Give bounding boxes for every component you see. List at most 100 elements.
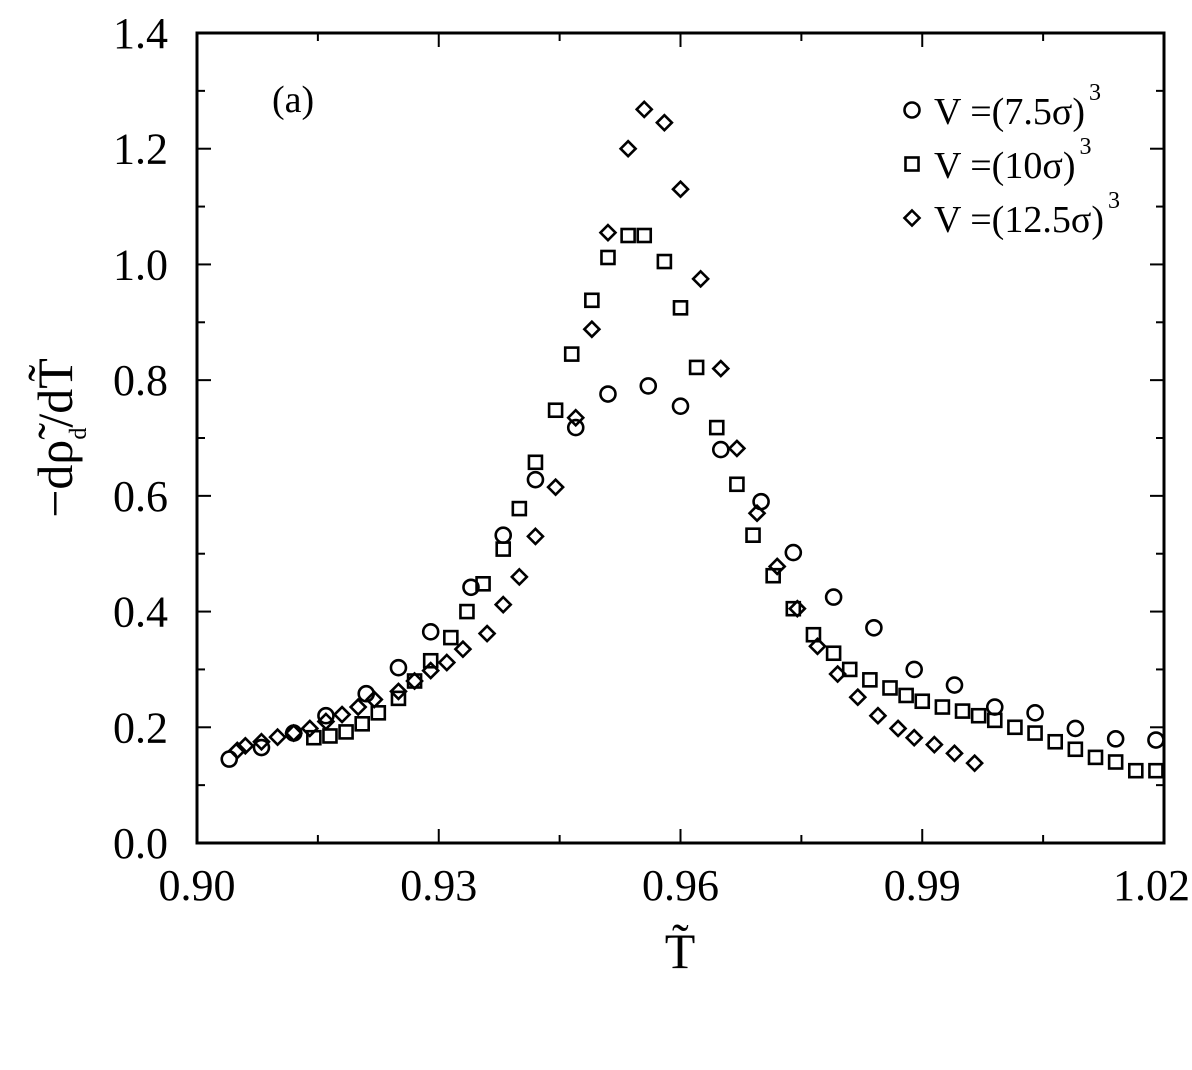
y-axis-title-sub: d — [66, 428, 92, 440]
data-point-square — [729, 476, 745, 493]
data-point-circle — [252, 738, 271, 757]
data-point-circle — [526, 470, 545, 489]
data-point-circle — [824, 588, 843, 606]
data-point-square — [898, 687, 914, 704]
y-tick-label: 1.4 — [113, 9, 168, 58]
data-point-square — [1047, 733, 1064, 750]
data-point-diamond — [493, 595, 513, 614]
legend-label-name: V =(7.5σ) — [934, 91, 1085, 133]
data-point-square — [882, 680, 898, 696]
data-point-circle — [1026, 704, 1044, 722]
data-point-diamond — [808, 636, 827, 656]
data-point-circle — [985, 698, 1004, 716]
data-point-diamond — [453, 639, 473, 659]
data-point-diamond — [582, 319, 602, 339]
legend-marker-diamond — [902, 208, 922, 228]
legend-label: V =(12.5σ) 3 — [934, 188, 1120, 241]
x-tick-label: 0.96 — [642, 861, 719, 910]
y-tick-label: 0.8 — [113, 356, 168, 405]
data-point-square — [986, 712, 1003, 729]
x-tick-label: 0.99 — [884, 861, 961, 910]
y-tick-label: 0.2 — [113, 703, 168, 752]
data-point-diamond — [566, 408, 586, 428]
data-point-diamond — [268, 727, 287, 747]
data-point-circle — [711, 440, 730, 459]
data-point-diamond — [526, 527, 545, 546]
data-point-diamond — [477, 624, 497, 643]
data-point-diamond — [691, 269, 710, 289]
data-point-diamond — [727, 439, 747, 458]
y-tick-label: 0.0 — [113, 819, 168, 868]
data-point-diamond — [332, 705, 352, 724]
data-point-square — [354, 716, 370, 732]
data-point-square — [688, 359, 705, 376]
data-point-square — [1107, 754, 1124, 770]
data-point-diamond — [904, 728, 924, 748]
data-point-square — [672, 300, 689, 316]
data-point-square — [547, 402, 564, 419]
data-point-circle — [945, 676, 964, 694]
data-point-square — [1007, 719, 1023, 736]
data-point-square — [1148, 762, 1164, 779]
data-point-square — [390, 690, 407, 707]
data-points — [220, 100, 1165, 779]
data-point-diamond — [965, 753, 984, 773]
data-point-circle — [462, 578, 480, 597]
legend: V =(7.5σ) 3V =(10σ) 3V =(12.5σ) 3 — [902, 80, 1120, 241]
data-point-diamond — [788, 599, 807, 619]
data-point-diamond — [437, 653, 457, 672]
data-point-square — [527, 454, 544, 471]
y-tick-label: 1.2 — [113, 125, 168, 174]
data-point-diamond — [945, 743, 964, 763]
data-point-square — [1027, 725, 1043, 741]
data-point-diamond — [348, 697, 368, 717]
data-point-diamond — [655, 113, 674, 133]
data-point-square — [708, 419, 725, 436]
legend-marker-square — [904, 156, 920, 172]
legend-label: V =(7.5σ) 3 — [934, 80, 1101, 133]
series-square — [306, 227, 1164, 779]
data-point-square — [370, 705, 387, 721]
y-tick-label: 1.0 — [113, 240, 168, 289]
x-tick-label: 0.90 — [159, 861, 236, 910]
data-point-diamond — [924, 735, 944, 754]
legend-label-exponent: 3 — [1108, 188, 1120, 214]
data-point-diamond — [364, 690, 384, 709]
data-point-diamond — [828, 664, 847, 684]
data-point-circle — [1066, 719, 1085, 738]
x-tick-label: 0.93 — [400, 861, 477, 910]
data-point-diamond — [848, 687, 868, 707]
data-point-diamond — [598, 223, 618, 242]
data-point-circle — [566, 418, 585, 437]
data-point-square — [443, 629, 459, 646]
data-point-square — [914, 693, 931, 710]
data-point-square — [422, 652, 439, 669]
plot-frame — [195, 31, 1166, 845]
data-point-diamond — [747, 503, 767, 523]
data-point-diamond — [509, 567, 529, 587]
data-point-square — [745, 527, 761, 544]
data-point-square — [970, 707, 987, 724]
legend-label: V =(10σ) 3 — [934, 134, 1091, 187]
y-axis-title-prefix: −d — [27, 465, 83, 518]
series-diamond — [227, 100, 984, 773]
y-tick-labels: 0.0 0.2 0.4 0.6 0.8 1.0 1.2 1.4 — [113, 9, 168, 868]
data-point-square — [338, 724, 354, 740]
data-point-diamond — [300, 719, 320, 738]
data-point-square — [322, 728, 338, 744]
data-point-square — [1067, 741, 1084, 758]
y-axis-title-text: −dρ̃d/dT̃ — [27, 358, 92, 518]
legend-label-exponent: 3 — [1079, 134, 1091, 160]
data-point-diamond — [711, 359, 731, 378]
legend-label-name: V =(10σ) — [934, 145, 1075, 187]
data-point-diamond — [405, 671, 424, 691]
data-point-square — [862, 672, 878, 688]
data-point-circle — [317, 706, 335, 725]
data-point-square — [511, 500, 528, 517]
y-tick-label: 0.6 — [113, 472, 168, 521]
data-point-diamond — [868, 706, 888, 726]
data-point-square — [459, 603, 475, 620]
x-tick-label: 1.02 — [1113, 861, 1190, 910]
data-point-square — [825, 645, 842, 662]
data-point-circle — [494, 526, 513, 545]
